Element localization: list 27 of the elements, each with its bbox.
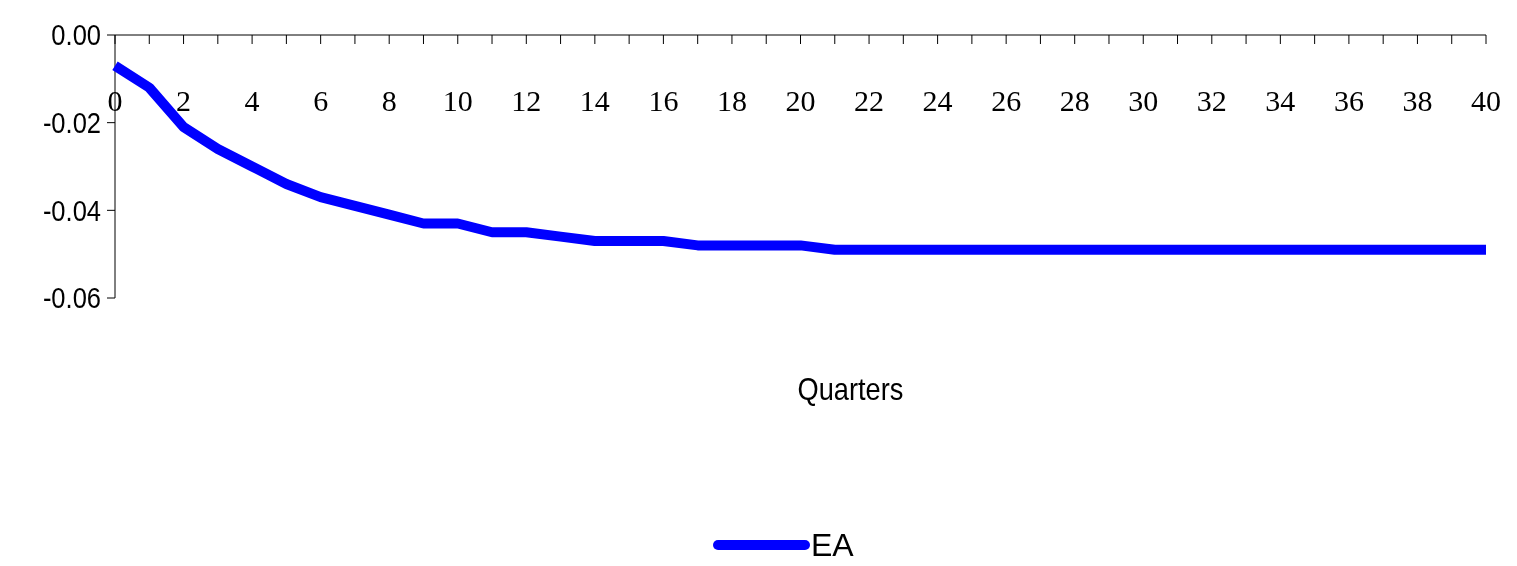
y-tick-label: -0.06 bbox=[42, 281, 101, 315]
x-tick-label: 36 bbox=[1333, 84, 1364, 117]
x-tick-label: 10 bbox=[442, 84, 473, 117]
y-tick-label: -0.02 bbox=[42, 106, 101, 140]
x-tick-label: 20 bbox=[785, 84, 816, 117]
x-tick-label: 22 bbox=[854, 84, 885, 117]
x-tick-label: 32 bbox=[1196, 84, 1227, 117]
x-tick-label: 38 bbox=[1402, 84, 1433, 117]
y-tick-label: -0.04 bbox=[42, 193, 101, 228]
x-tick-label: 28 bbox=[1059, 84, 1090, 117]
x-tick-label: 6 bbox=[313, 84, 329, 117]
x-tick-label: 34 bbox=[1265, 84, 1296, 117]
x-tick-label: 0 bbox=[107, 84, 123, 117]
x-tick-label: 24 bbox=[922, 84, 953, 117]
x-tick-label: 16 bbox=[648, 84, 679, 117]
legend-label: EA bbox=[811, 527, 855, 564]
x-axis-title: Quarters bbox=[797, 370, 904, 407]
y-tick-label: 0.00 bbox=[51, 18, 101, 52]
x-tick-label: 18 bbox=[716, 84, 747, 117]
x-tick-label: 40 bbox=[1471, 84, 1501, 117]
x-tick-label: 14 bbox=[579, 84, 610, 117]
x-tick-label: 2 bbox=[176, 84, 192, 117]
x-tick-label: 4 bbox=[244, 84, 260, 117]
x-tick-label: 12 bbox=[511, 84, 542, 117]
x-tick-label: 30 bbox=[1128, 84, 1159, 117]
x-tick-label: 26 bbox=[991, 84, 1022, 117]
x-tick-label: 8 bbox=[381, 84, 397, 117]
